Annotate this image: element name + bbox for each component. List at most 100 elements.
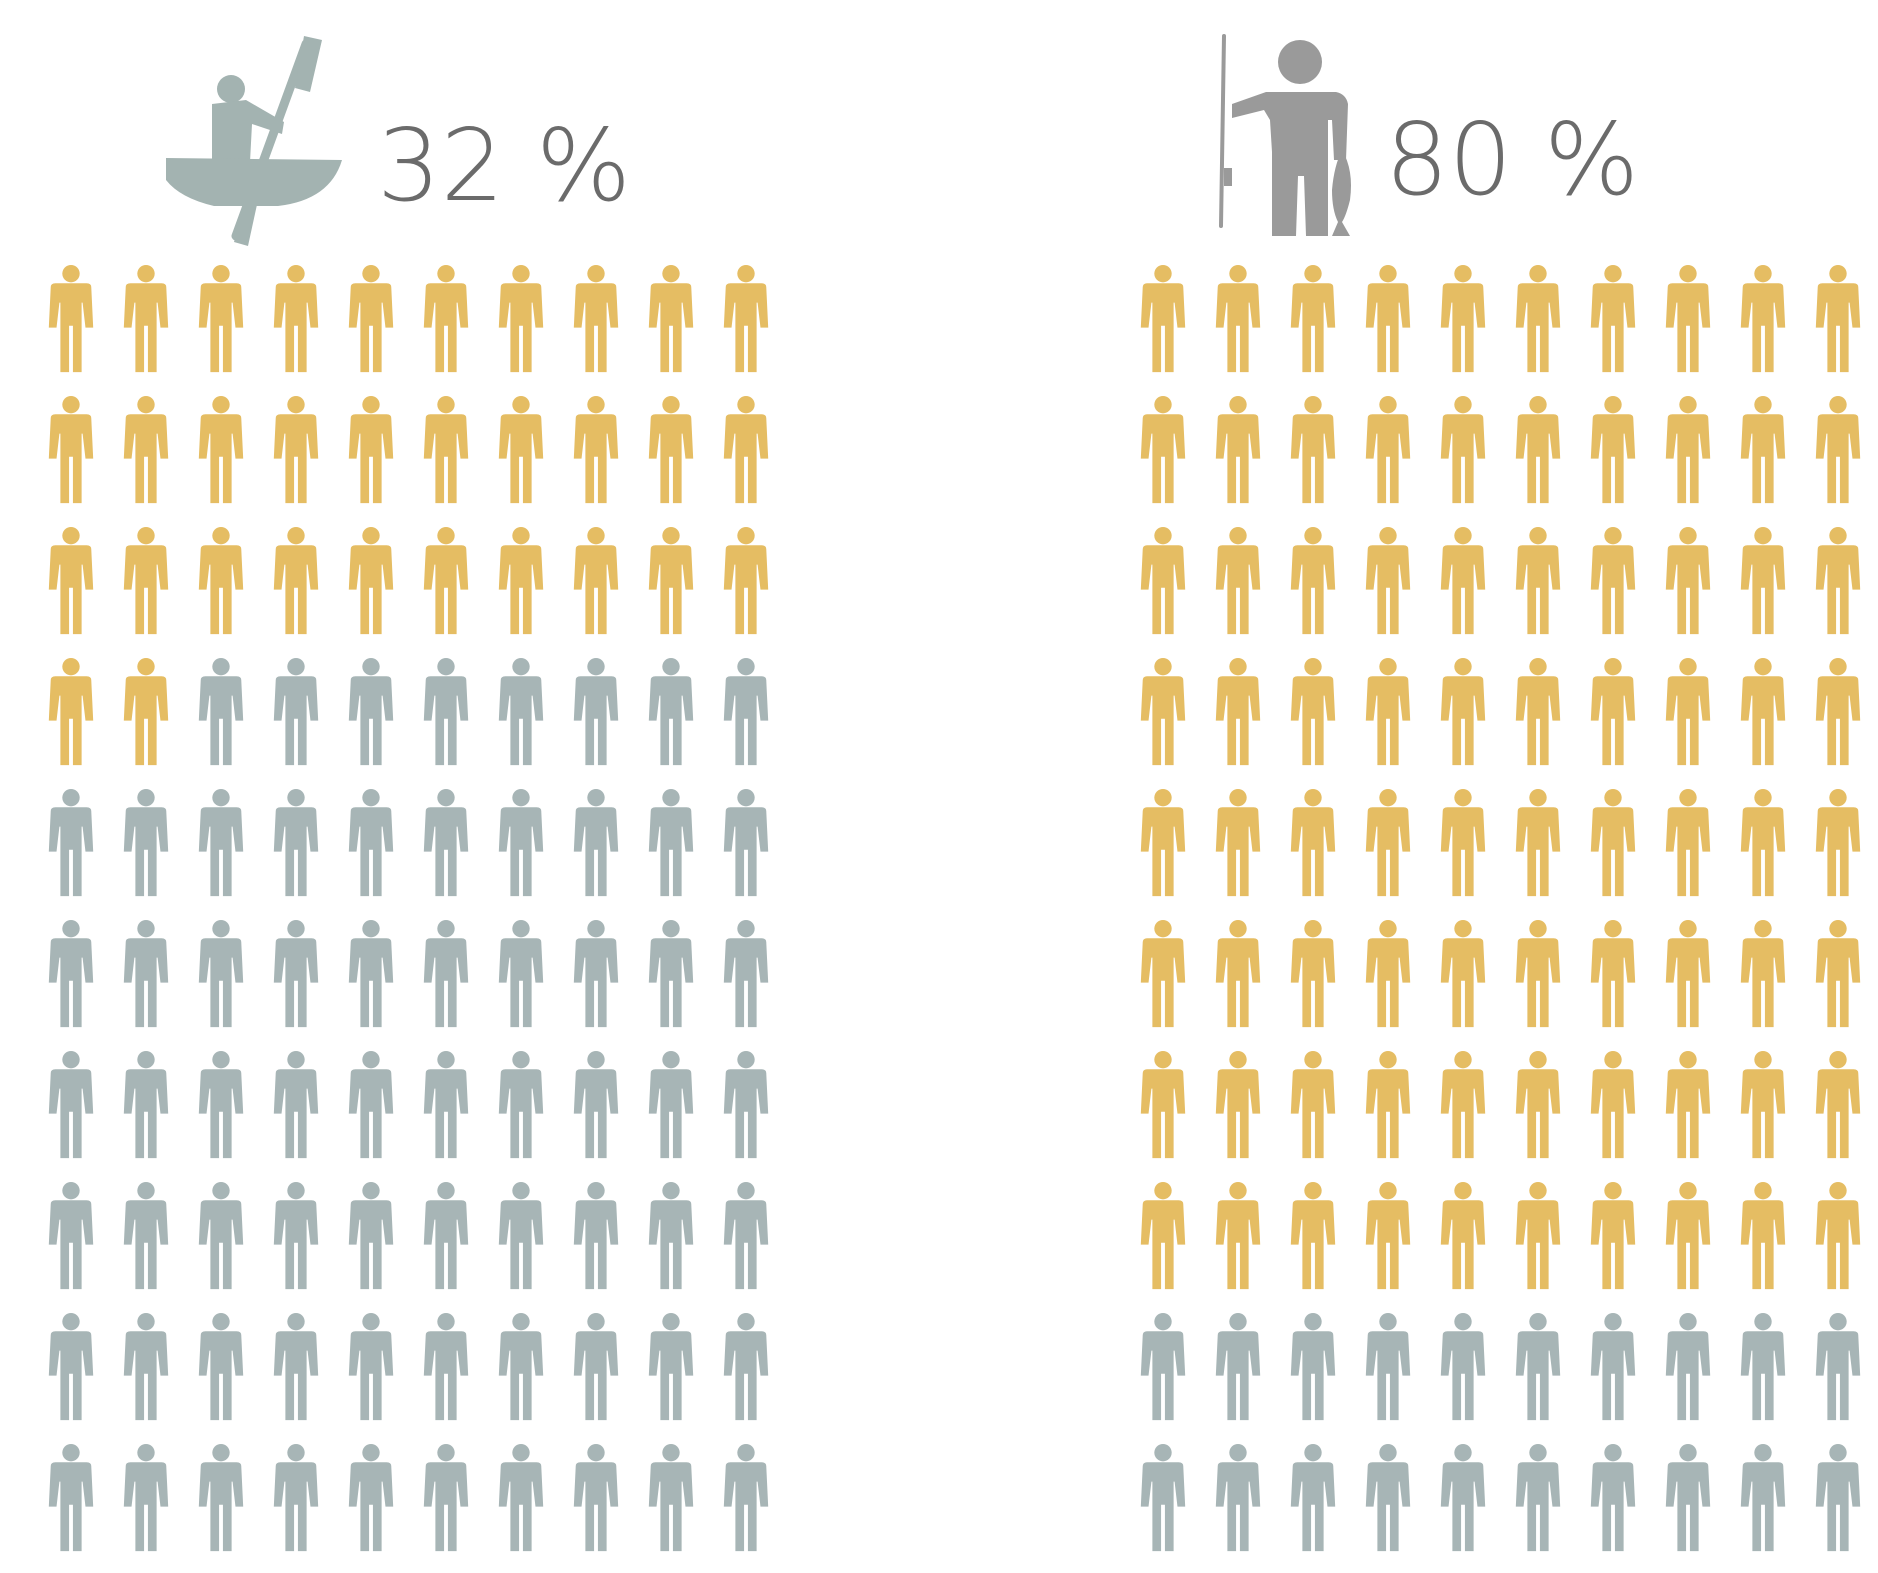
person-icon-highlighted (1815, 526, 1861, 635)
person-icon (573, 919, 619, 1028)
person-icon-highlighted (1740, 1050, 1786, 1159)
person-icon-highlighted (423, 526, 469, 635)
person-icon (498, 1312, 544, 1421)
person-icon-highlighted (1365, 788, 1411, 897)
person-icon-highlighted (1515, 526, 1561, 635)
person-icon-highlighted (1365, 1050, 1411, 1159)
person-icon (423, 1050, 469, 1159)
person-icon (198, 1312, 244, 1421)
person-icon-highlighted (1365, 526, 1411, 635)
person-icon (123, 788, 169, 897)
person-icon-highlighted (1140, 919, 1186, 1028)
person-icon-highlighted (1140, 788, 1186, 897)
kayaking-percent-label: 32 % (377, 107, 631, 224)
person-icon (348, 1443, 394, 1552)
person-icon-highlighted (1440, 395, 1486, 504)
person-icon-highlighted (273, 395, 319, 504)
person-icon-highlighted (1740, 657, 1786, 766)
person-icon (1515, 1312, 1561, 1421)
person-icon (348, 1181, 394, 1290)
person-icon-highlighted (1815, 657, 1861, 766)
person-icon (648, 919, 694, 1028)
person-icon (723, 1181, 769, 1290)
person-icon (123, 919, 169, 1028)
person-icon (198, 657, 244, 766)
person-icon-highlighted (1740, 919, 1786, 1028)
person-icon-highlighted (498, 395, 544, 504)
person-icon-highlighted (273, 526, 319, 635)
person-icon-highlighted (1515, 1050, 1561, 1159)
person-icon-highlighted (1590, 919, 1636, 1028)
person-icon-highlighted (1290, 1050, 1336, 1159)
person-icon (273, 1312, 319, 1421)
person-icon-highlighted (1665, 1050, 1711, 1159)
person-icon (348, 1050, 394, 1159)
person-icon (498, 1181, 544, 1290)
person-icon-highlighted (198, 395, 244, 504)
person-icon-highlighted (1290, 788, 1336, 897)
person-icon-highlighted (423, 264, 469, 373)
person-icon-highlighted (348, 264, 394, 373)
person-icon (423, 919, 469, 1028)
person-icon-highlighted (1440, 657, 1486, 766)
person-icon (48, 919, 94, 1028)
person-icon (1665, 1443, 1711, 1552)
person-icon-highlighted (1590, 1181, 1636, 1290)
person-icon (123, 1181, 169, 1290)
person-icon (573, 1050, 619, 1159)
person-icon (1440, 1443, 1486, 1552)
person-icon (573, 1181, 619, 1290)
person-icon-highlighted (1215, 1050, 1261, 1159)
fishing-person-grid (1140, 264, 1861, 1552)
person-icon-highlighted (1440, 526, 1486, 635)
person-icon-highlighted (348, 395, 394, 504)
person-icon (648, 1050, 694, 1159)
person-icon-highlighted (648, 264, 694, 373)
person-icon-highlighted (1440, 264, 1486, 373)
person-icon (648, 1312, 694, 1421)
person-icon-highlighted (1365, 919, 1411, 1028)
person-icon (423, 1181, 469, 1290)
person-icon-highlighted (1815, 788, 1861, 897)
person-icon (273, 1443, 319, 1552)
person-icon (648, 657, 694, 766)
person-icon-highlighted (1740, 395, 1786, 504)
person-icon (1590, 1312, 1636, 1421)
person-icon-highlighted (1740, 264, 1786, 373)
person-icon-highlighted (1140, 1181, 1186, 1290)
person-icon-highlighted (1515, 395, 1561, 504)
person-icon (348, 788, 394, 897)
person-icon-highlighted (348, 526, 394, 635)
person-icon-highlighted (1290, 1181, 1336, 1290)
person-icon-highlighted (1740, 1181, 1786, 1290)
person-icon-highlighted (573, 395, 619, 504)
person-icon (273, 657, 319, 766)
person-icon (123, 1312, 169, 1421)
person-icon (273, 1181, 319, 1290)
person-icon-highlighted (1665, 264, 1711, 373)
person-icon (348, 1312, 394, 1421)
person-icon-highlighted (1815, 1050, 1861, 1159)
person-icon-highlighted (573, 264, 619, 373)
person-icon-highlighted (1515, 919, 1561, 1028)
person-icon-highlighted (1515, 1181, 1561, 1290)
person-icon-highlighted (123, 526, 169, 635)
person-icon-highlighted (1290, 395, 1336, 504)
person-icon-highlighted (1515, 657, 1561, 766)
person-icon (498, 788, 544, 897)
person-icon (1440, 1312, 1486, 1421)
person-icon-highlighted (1140, 526, 1186, 635)
person-icon (198, 1443, 244, 1552)
person-icon-highlighted (123, 395, 169, 504)
person-icon-highlighted (123, 264, 169, 373)
person-icon (423, 788, 469, 897)
person-icon (498, 1050, 544, 1159)
person-icon (498, 1443, 544, 1552)
person-icon-highlighted (1740, 788, 1786, 897)
person-icon (723, 1312, 769, 1421)
person-icon-highlighted (498, 264, 544, 373)
person-icon (348, 657, 394, 766)
person-icon-highlighted (648, 395, 694, 504)
person-icon-highlighted (1215, 264, 1261, 373)
